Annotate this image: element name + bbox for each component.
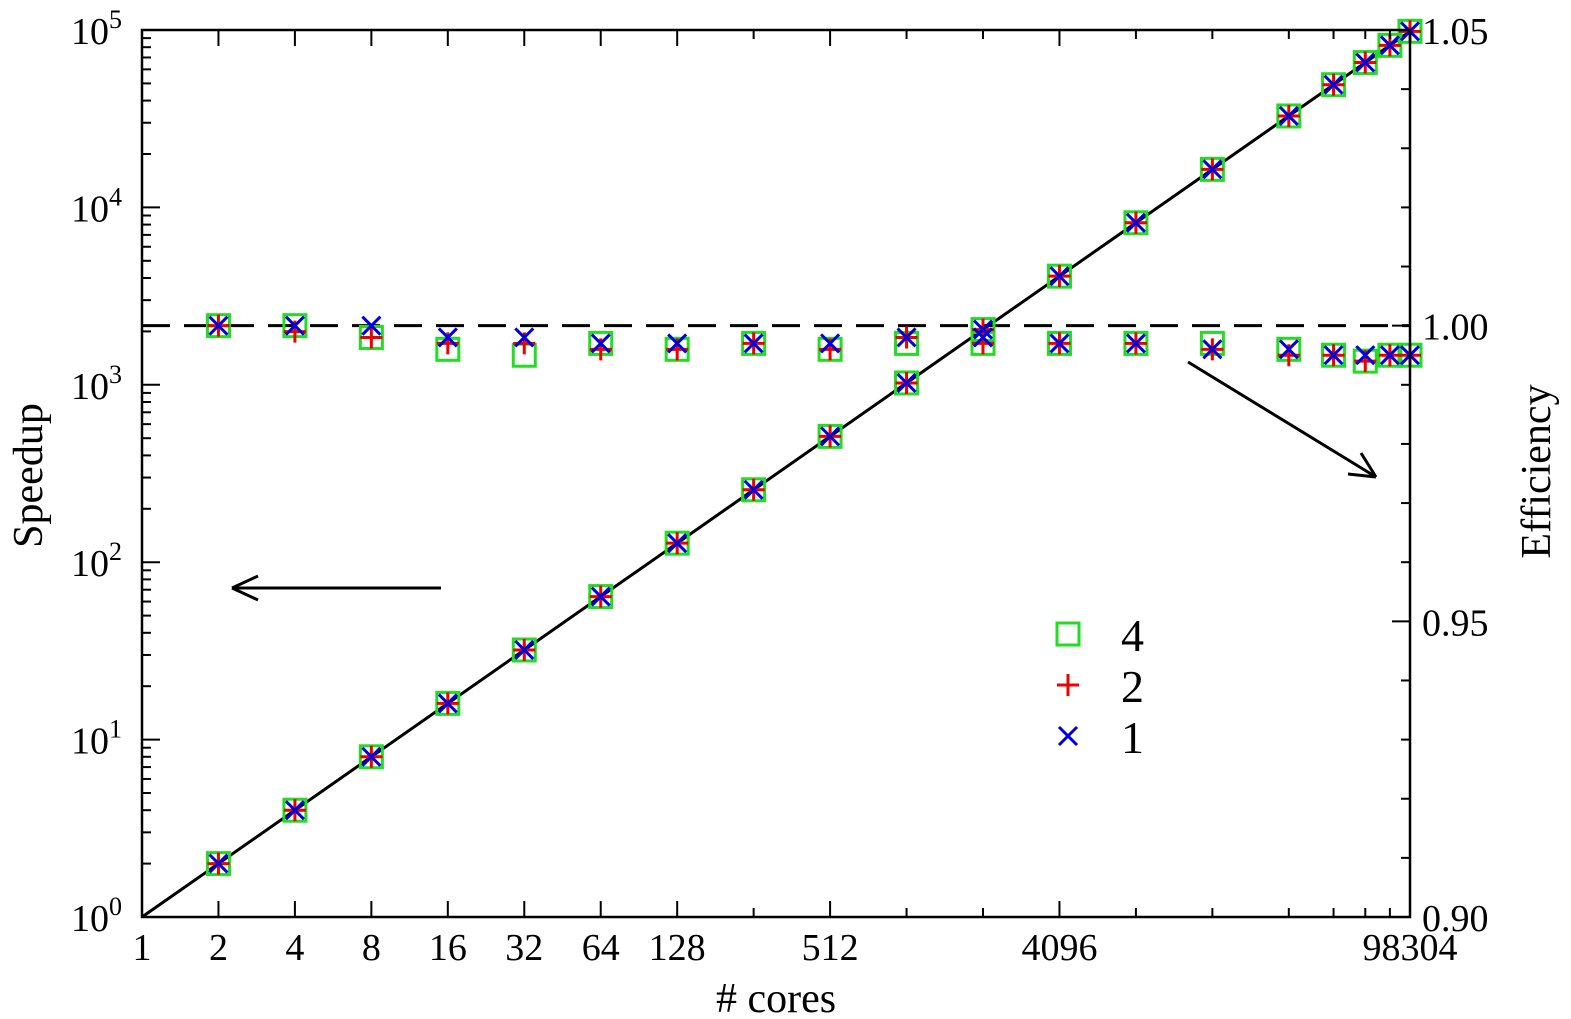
speedup-point	[208, 853, 229, 874]
legend-label: 2	[1121, 661, 1144, 712]
legend-marker-1	[1057, 725, 1079, 747]
efficiency-point	[820, 333, 841, 354]
x-tick-label: 4	[285, 927, 304, 969]
speedup-point	[1202, 159, 1223, 180]
legend-label: 4	[1121, 610, 1144, 661]
efficiency-point	[361, 315, 382, 336]
right-y-tick-label: 1.00	[1422, 307, 1489, 349]
x-tick-label: 2	[209, 927, 228, 969]
speedup-point	[743, 479, 764, 500]
ideal-speedup-line	[141, 30, 1411, 919]
right-y-tick-label: 0.95	[1422, 602, 1489, 644]
legend-label: 1	[1121, 712, 1144, 763]
left-y-tick-label: 100	[71, 892, 122, 940]
efficiency-point	[1202, 339, 1223, 360]
left-y-tick-label: 101	[71, 715, 122, 763]
series-1	[208, 21, 1421, 874]
efficiency-point	[896, 327, 917, 348]
speedup-point	[1125, 212, 1146, 233]
reference-lines	[141, 30, 1411, 919]
speedup-point	[514, 639, 535, 661]
efficiency-point	[667, 333, 688, 354]
efficiency-point	[514, 327, 535, 348]
speedup-point	[1278, 105, 1299, 127]
arrow-left-speedup	[231, 574, 441, 602]
speedup-point	[896, 372, 917, 394]
speedup-point	[590, 586, 611, 607]
efficiency-point	[1355, 345, 1376, 366]
right-y-axis-title: Efficiency	[1514, 384, 1560, 558]
speedup-point	[820, 426, 841, 447]
plot-frame	[140, 28, 1412, 919]
efficiency-point	[1278, 339, 1299, 360]
x-tick-label: 4096	[1021, 927, 1097, 969]
legend: 421	[1055, 610, 1144, 763]
x-tick-label: 64	[582, 927, 620, 969]
x-tick-label: 512	[802, 927, 859, 969]
x-tick-label: 1	[133, 927, 152, 969]
efficiency-point	[1125, 333, 1146, 354]
speedup-point	[437, 693, 458, 714]
speedup-point	[1323, 74, 1344, 95]
efficiency-point	[590, 333, 611, 354]
legend-marker-2	[1057, 674, 1079, 696]
x-axis-title: # cores	[716, 976, 836, 1019]
left-y-tick-label: 105	[71, 5, 122, 53]
speedup-point	[667, 533, 688, 554]
annotations	[231, 360, 1378, 602]
arrow-right-efficiency	[1187, 360, 1378, 479]
x-tick-label: 16	[429, 927, 467, 969]
legend-marker-4	[1055, 621, 1081, 647]
efficiency-point	[972, 327, 994, 348]
ticks: 1 2 4 8 16 32 64 128 512 4096 98304100101102103104…	[71, 5, 1489, 969]
right-y-tick-label: 1.05	[1422, 11, 1489, 53]
efficiency-point	[360, 326, 383, 349]
right-y-tick-label: 0.90	[1422, 898, 1489, 940]
x-tick-label: 32	[505, 927, 543, 969]
speedup-point	[1379, 35, 1400, 56]
speedup-point	[361, 746, 382, 767]
axes	[140, 28, 1412, 919]
efficiency-point	[1323, 345, 1344, 366]
efficiency-point	[1049, 333, 1070, 354]
left-y-tick-label: 103	[71, 360, 122, 408]
x-tick-label: 8	[362, 927, 381, 969]
x-tick-label: 128	[649, 927, 706, 969]
data-markers	[205, 18, 1423, 877]
speedup-point	[972, 319, 994, 340]
left-y-tick-label: 102	[71, 537, 122, 585]
speedup-point	[1355, 52, 1376, 73]
efficiency-point	[284, 315, 305, 336]
left-y-tick-label: 104	[71, 182, 122, 230]
efficiency-point	[743, 333, 764, 354]
x-tick-label: 98304	[1363, 927, 1458, 969]
speedup-point	[284, 800, 305, 821]
speedup-point	[1049, 266, 1070, 287]
efficiency-point	[1379, 345, 1400, 366]
efficiency-point	[208, 315, 229, 336]
efficiency-point	[437, 327, 458, 348]
left-y-axis-title: Speedup	[6, 403, 52, 548]
